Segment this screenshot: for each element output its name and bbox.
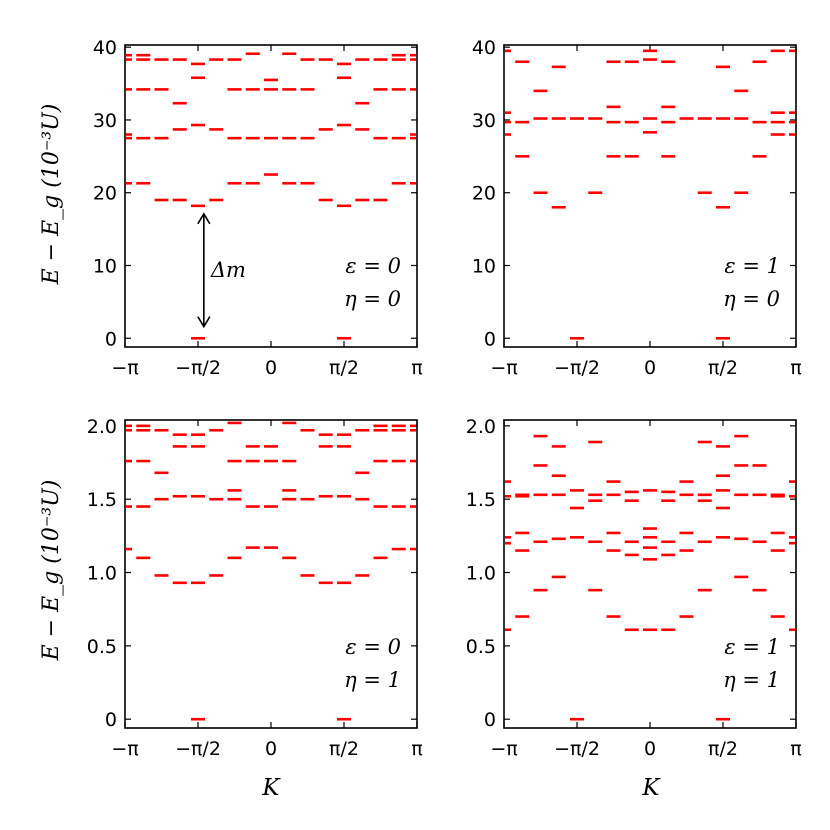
y-tick-label: 0 [484,709,496,731]
x-tick-label: −π/2 [554,738,600,760]
x-tick-label: π [411,738,422,760]
x-tick-label: −π [490,738,517,760]
y-tick-label: 1.0 [466,563,496,585]
x-tick-label: −π [490,357,517,379]
chart-panel-4: −π −π/2 0 π/2 π 0 0.5 1.0 1.5 2.0 ε = 1 η = 1 [466,416,802,760]
parameter-label: ε = 1 [724,254,780,278]
x-tick-label: π/2 [329,357,359,379]
x-tick-label: π/2 [708,357,738,379]
chart-panel-2: −π −π/2 0 π/2 π 0 10 20 30 40 ε = 1 η = 0 [472,37,802,379]
x-tick-label: 0 [265,738,277,760]
delta-arrow-head-down [197,316,211,329]
y-tick-label: 20 [472,183,496,205]
delta-arrow-head-up [197,212,211,225]
y-tick-label: 30 [472,110,496,132]
parameter-label: η = 1 [344,668,401,692]
x-tick-label: 0 [644,357,656,379]
y-tick-label: 1.5 [87,489,117,511]
x-tick-label: −π [111,357,138,379]
parameter-label: ε = 0 [345,254,401,278]
x-tick-label: 0 [644,738,656,760]
y-tick-label: 20 [93,183,117,205]
y-tick-label: 2.0 [466,416,496,438]
y-tick-label: 10 [93,255,117,277]
y-tick-label: 10 [472,255,496,277]
x-tick-label: π/2 [329,738,359,760]
y-tick-label: 40 [93,37,117,59]
y-tick-label: 0.5 [466,636,496,658]
y-tick-label: 1.5 [466,489,496,511]
y-tick-label: 40 [472,37,496,59]
parameter-label: ε = 0 [345,635,401,659]
chart-panel-1: −π −π/2 0 π/2 π 0 10 20 30 40 ε = 0 η = 0 Δm [93,37,423,379]
parameter-label: η = 1 [723,668,780,692]
x-tick-label: −π [111,738,138,760]
xlabel-left: K [261,775,281,801]
y-tick-label: 0.5 [87,636,117,658]
x-tick-label: −π/2 [175,357,221,379]
x-tick-label: π [790,738,801,760]
delta-m-label: Δm [210,258,246,282]
xlabel-right: K [641,775,661,801]
x-tick-label: π/2 [708,738,738,760]
ylabel-bottom: E − E_g (10⁻³U) [39,480,64,662]
parameter-label: η = 0 [723,287,780,311]
y-tick-label: 2.0 [87,416,117,438]
y-tick-label: 0 [484,328,496,350]
x-tick-label: −π/2 [175,738,221,760]
parameter-label: ε = 1 [724,635,780,659]
y-tick-label: 1.0 [87,563,117,585]
chart-panel-3: −π −π/2 0 π/2 π 0 0.5 1.0 1.5 2.0 ε = 0 η = 1 [87,416,423,760]
panels-group: −π −π/2 0 π/2 π 0 10 20 30 40 ε = 0 η = 0 Δm −π −π/2 0 π… [87,37,802,760]
x-tick-label: 0 [265,357,277,379]
x-tick-label: π [411,357,422,379]
parameter-label: η = 0 [344,287,401,311]
x-tick-label: −π/2 [554,357,600,379]
y-tick-label: 30 [93,110,117,132]
ylabel-top: E − E_g (10⁻³U) [39,104,64,286]
x-tick-label: π [790,357,801,379]
y-tick-label: 0 [105,328,117,350]
y-tick-label: 0 [105,709,117,731]
